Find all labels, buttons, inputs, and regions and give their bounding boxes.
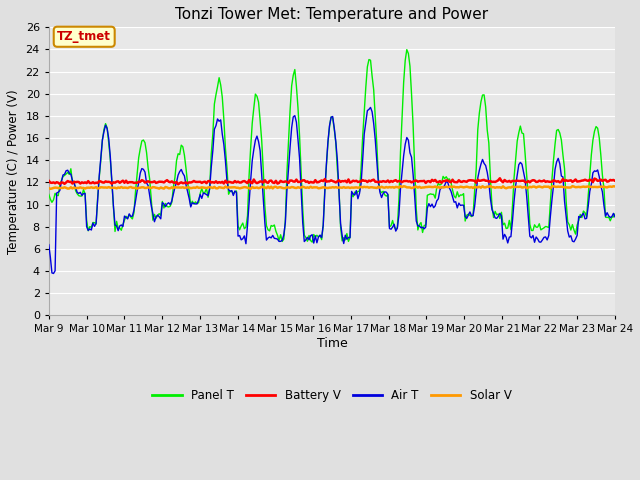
Title: Tonzi Tower Met: Temperature and Power: Tonzi Tower Met: Temperature and Power (175, 7, 488, 22)
Text: TZ_tmet: TZ_tmet (57, 30, 111, 43)
Y-axis label: Temperature (C) / Power (V): Temperature (C) / Power (V) (7, 89, 20, 253)
Legend: Panel T, Battery V, Air T, Solar V: Panel T, Battery V, Air T, Solar V (148, 384, 516, 407)
X-axis label: Time: Time (317, 337, 348, 350)
